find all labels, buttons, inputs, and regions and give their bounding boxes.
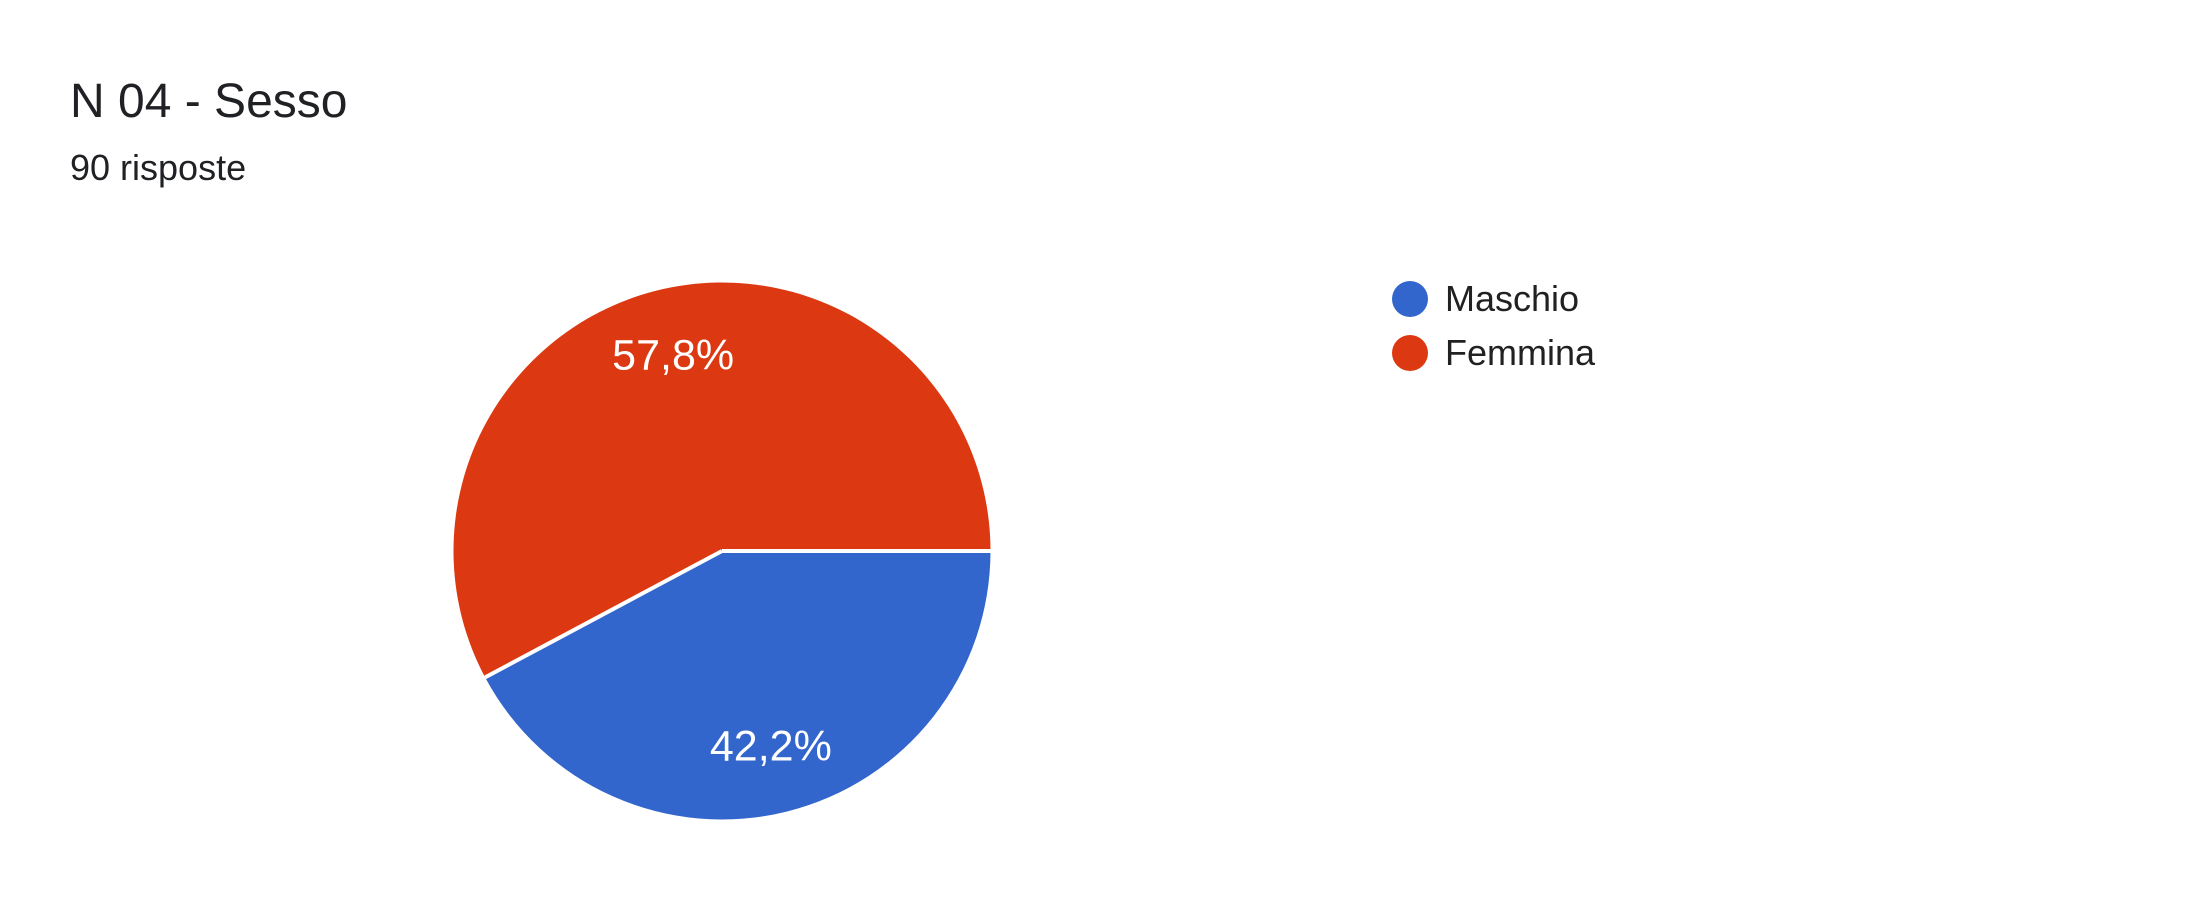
legend-item-femmina: Femmina <box>1392 326 1595 380</box>
pie-slice-femmina[interactable] <box>453 282 991 678</box>
legend-color-dot <box>1392 335 1428 371</box>
legend-item-maschio: Maschio <box>1392 272 1595 326</box>
pie-chart: 42,2% 57,8% <box>453 282 991 820</box>
slice-separator <box>484 549 723 680</box>
pie-slice-percent-label: 42,2% <box>710 722 832 770</box>
pie-slice-maschio[interactable] <box>485 551 991 820</box>
responses-count: 90 risposte <box>70 147 247 188</box>
legend-label: Femmina <box>1445 332 1596 373</box>
chart-legend: Maschio Femmina <box>1392 272 1595 380</box>
legend-color-dot <box>1392 281 1428 317</box>
pie-slice-percent-label: 57,8% <box>612 332 734 380</box>
question-title: N 04 - Sesso <box>70 75 348 128</box>
legend-label: Maschio <box>1445 278 1580 319</box>
